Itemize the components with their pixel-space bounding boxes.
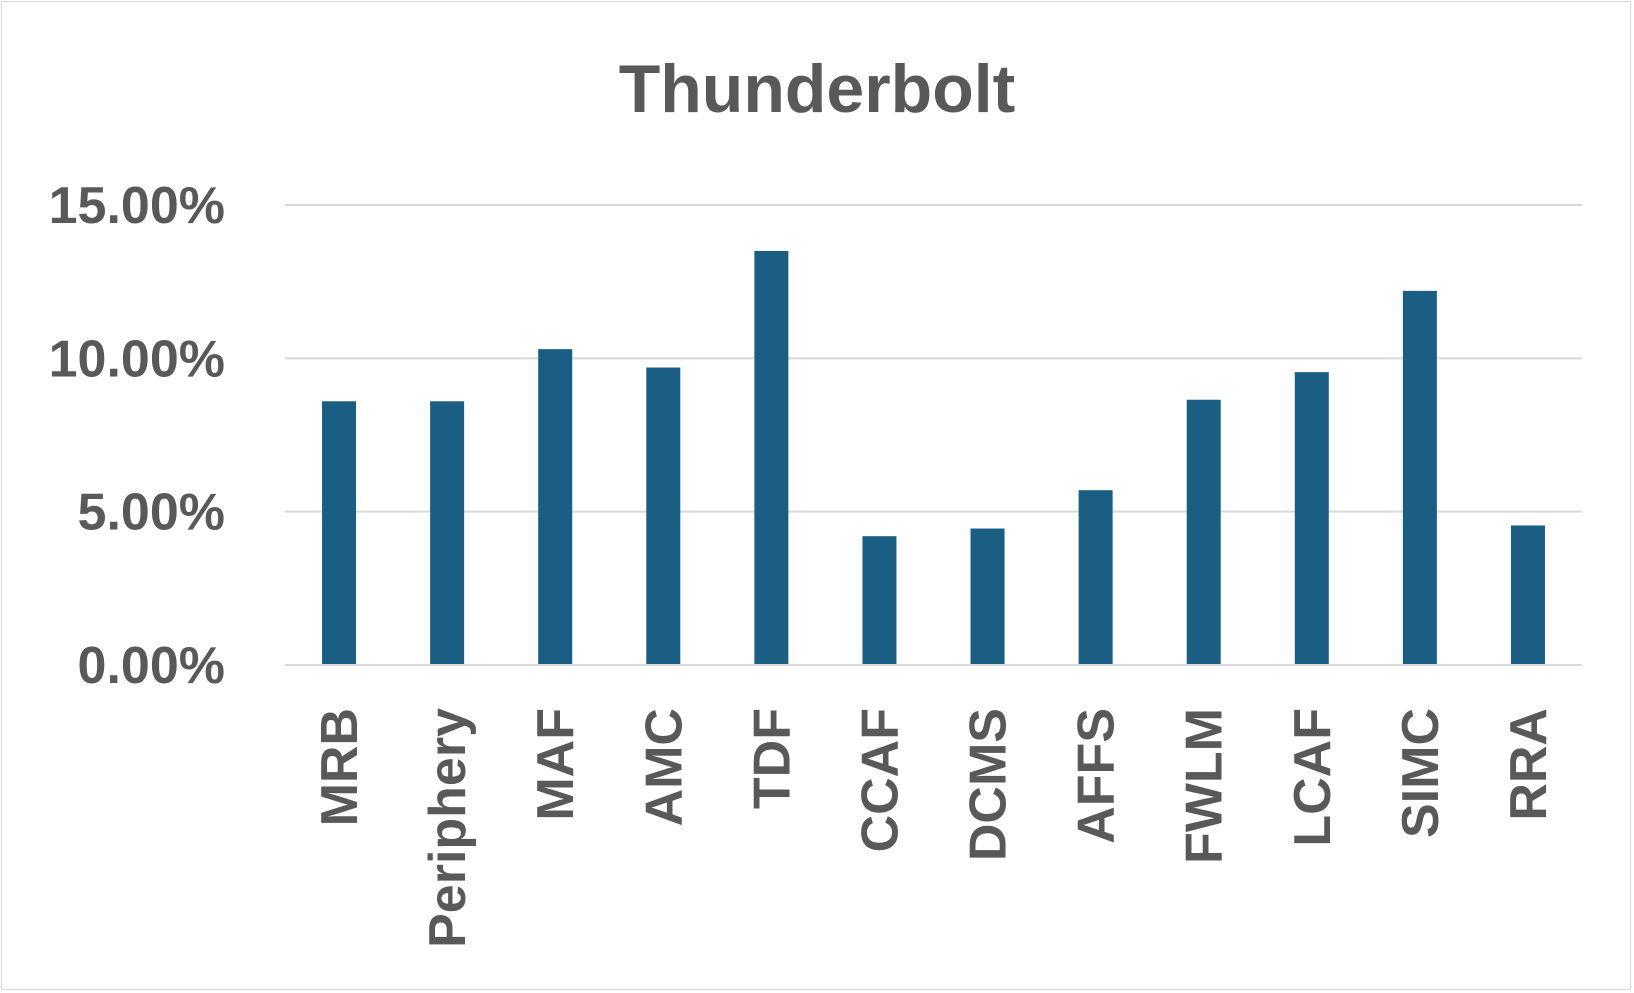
y-tick-label: 5.00% xyxy=(78,484,225,542)
bar-tdf xyxy=(754,251,789,665)
bar-mrb xyxy=(322,401,357,665)
x-tick-label: MAF xyxy=(527,708,585,821)
bar-periphery xyxy=(430,401,465,665)
x-tick-label: TDF xyxy=(743,708,801,809)
x-tick-label: RRA xyxy=(1500,708,1558,821)
bar-maf xyxy=(538,349,573,665)
y-tick-label: 10.00% xyxy=(49,330,225,388)
x-tick-label: MRB xyxy=(311,708,369,826)
x-tick-label: AFFS xyxy=(1068,708,1126,844)
x-tick-label: DCMS xyxy=(960,708,1018,861)
gridlines xyxy=(285,204,1582,513)
bar-rra xyxy=(1510,525,1545,665)
bar-amc xyxy=(646,367,681,665)
bar-dcms xyxy=(970,528,1005,665)
x-tick-label: AMC xyxy=(635,708,693,826)
y-tick-label: 0.00% xyxy=(78,637,225,695)
x-tick-label: FWLM xyxy=(1176,708,1234,864)
x-tick-label: LCAF xyxy=(1284,708,1342,847)
bar-fwlm xyxy=(1186,399,1221,665)
bar-affs xyxy=(1078,490,1113,665)
y-tick-label: 15.00% xyxy=(49,177,225,235)
x-tick-label: SIMC xyxy=(1392,708,1450,838)
bar-lcaf xyxy=(1294,372,1329,665)
x-tick-label: CCAF xyxy=(851,708,909,852)
chart-title: Thunderbolt xyxy=(619,51,1016,127)
x-tick-label: Periphery xyxy=(419,708,477,948)
x-axis-labels: MRB Periphery MAF AMC TDF CCAF DCMS AFFS FWLM LCA… xyxy=(311,708,1558,948)
bars xyxy=(322,251,1545,665)
bar-ccaf xyxy=(862,536,897,665)
bar-simc xyxy=(1402,290,1437,665)
y-axis-labels: 0.00% 5.00% 10.00% 15.00% xyxy=(49,177,225,695)
